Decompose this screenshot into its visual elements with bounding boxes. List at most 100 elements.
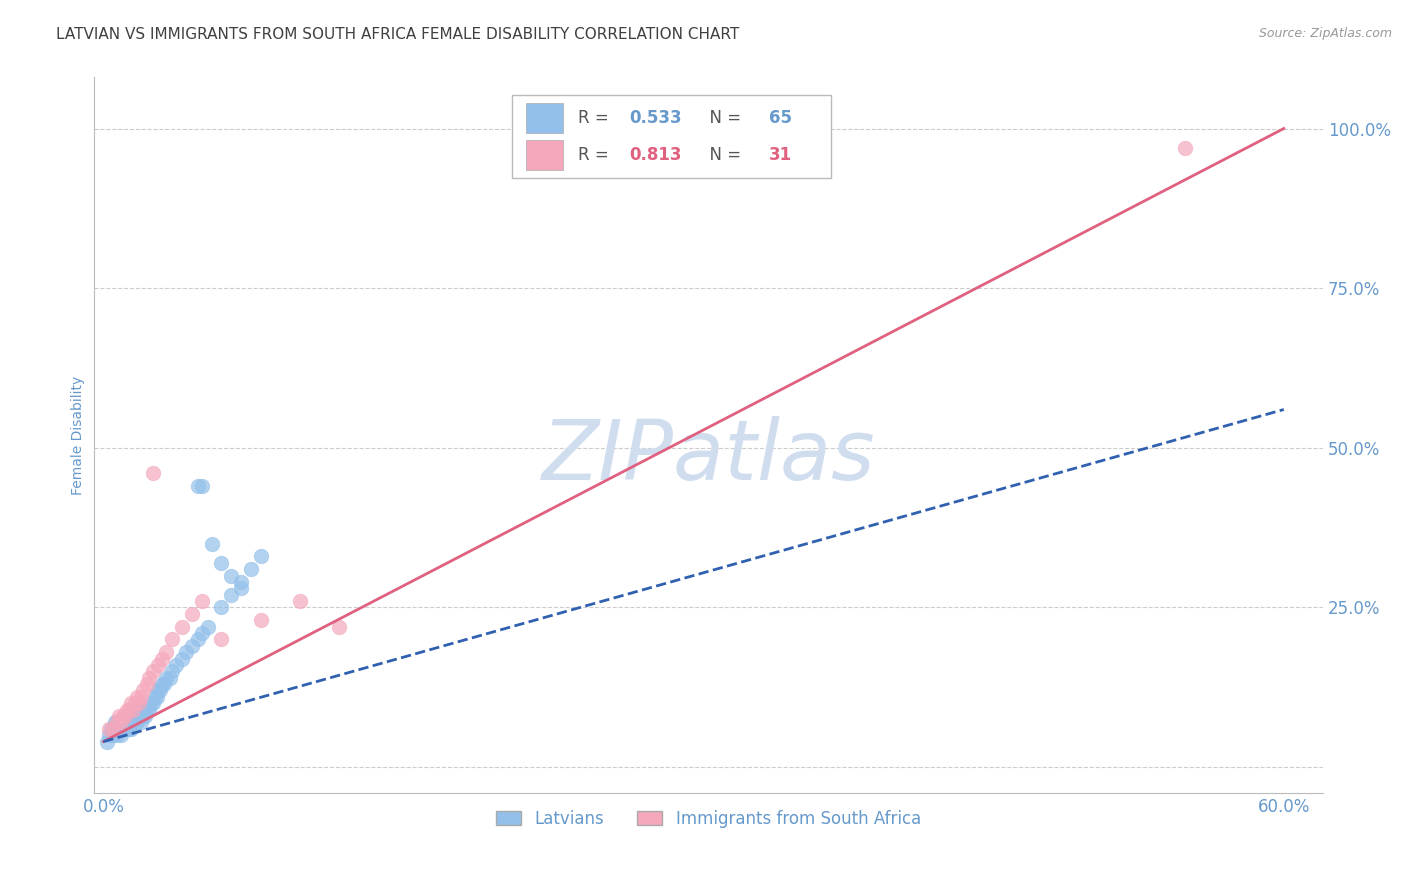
Point (120, 722, 142, 736)
Point (187, 479, 209, 493)
Point (128, 696, 150, 710)
Point (104, 722, 127, 736)
Y-axis label: Female Disability: Female Disability (72, 376, 86, 495)
Point (124, 715, 146, 730)
Point (143, 690, 166, 704)
Point (132, 709, 155, 723)
Point (153, 677, 176, 691)
Point (115, 703, 138, 717)
Point (138, 703, 160, 717)
Point (124, 703, 146, 717)
Text: N =: N = (699, 109, 747, 127)
Point (191, 479, 214, 493)
Point (118, 715, 141, 730)
Point (172, 619, 194, 633)
Point (128, 703, 150, 717)
Point (105, 715, 128, 730)
Point (211, 600, 233, 615)
Point (174, 645, 197, 659)
Point (181, 607, 204, 621)
Text: 0.813: 0.813 (630, 146, 682, 164)
Point (128, 709, 150, 723)
Point (129, 690, 152, 704)
Point (229, 582, 252, 596)
Point (148, 683, 170, 698)
Text: 65: 65 (769, 109, 792, 127)
Point (138, 671, 160, 685)
Point (159, 671, 181, 685)
Point (122, 703, 145, 717)
Point (114, 722, 136, 736)
Point (112, 715, 135, 730)
Text: 0.533: 0.533 (630, 109, 682, 127)
Point (142, 696, 165, 710)
Legend: Latvians, Immigrants from South Africa: Latvians, Immigrants from South Africa (489, 803, 928, 834)
Point (181, 639, 204, 653)
Point (239, 562, 262, 576)
Point (288, 594, 311, 608)
Point (165, 657, 187, 672)
Text: R =: R = (578, 146, 614, 164)
Point (219, 568, 242, 582)
Point (139, 696, 162, 710)
Point (98, 728, 121, 742)
Point (103, 728, 125, 742)
Point (118, 722, 141, 736)
Point (135, 703, 157, 717)
Point (134, 709, 156, 723)
FancyBboxPatch shape (526, 103, 564, 133)
Point (211, 632, 233, 647)
Point (110, 715, 132, 730)
Point (110, 722, 132, 736)
Point (162, 665, 184, 679)
Point (132, 683, 155, 698)
Point (129, 715, 152, 730)
Point (105, 728, 128, 742)
Point (112, 709, 135, 723)
Point (191, 626, 214, 640)
Point (115, 722, 138, 736)
Point (120, 709, 142, 723)
Point (142, 665, 165, 679)
Point (149, 683, 172, 698)
Text: R =: R = (578, 109, 614, 127)
Point (187, 632, 209, 647)
Point (134, 703, 156, 717)
Point (201, 536, 224, 550)
Point (105, 715, 128, 730)
Point (132, 703, 155, 717)
Text: N =: N = (699, 146, 747, 164)
Point (155, 671, 177, 685)
Text: 31: 31 (769, 146, 792, 164)
Point (114, 709, 136, 723)
Point (249, 549, 271, 564)
Point (108, 715, 131, 730)
Point (96, 734, 118, 748)
Point (219, 588, 242, 602)
Point (142, 467, 165, 481)
Point (155, 645, 177, 659)
Point (118, 703, 141, 717)
Point (249, 613, 271, 627)
Point (152, 651, 174, 665)
Point (110, 728, 132, 742)
Text: Source: ZipAtlas.com: Source: ZipAtlas.com (1258, 27, 1392, 40)
Point (172, 651, 194, 665)
Point (1174, 141, 1197, 155)
Point (104, 715, 127, 730)
Point (152, 677, 174, 691)
Point (115, 709, 138, 723)
Point (122, 703, 145, 717)
Point (148, 657, 170, 672)
Point (112, 722, 135, 736)
Point (103, 722, 125, 736)
Point (191, 594, 214, 608)
Text: ZIPatlas: ZIPatlas (541, 416, 875, 497)
Point (197, 619, 219, 633)
Point (124, 696, 146, 710)
Point (211, 556, 233, 570)
Point (162, 632, 184, 647)
Point (125, 703, 148, 717)
Point (125, 715, 148, 730)
Text: LATVIAN VS IMMIGRANTS FROM SOUTH AFRICA FEMALE DISABILITY CORRELATION CHART: LATVIAN VS IMMIGRANTS FROM SOUTH AFRICA … (56, 27, 740, 42)
